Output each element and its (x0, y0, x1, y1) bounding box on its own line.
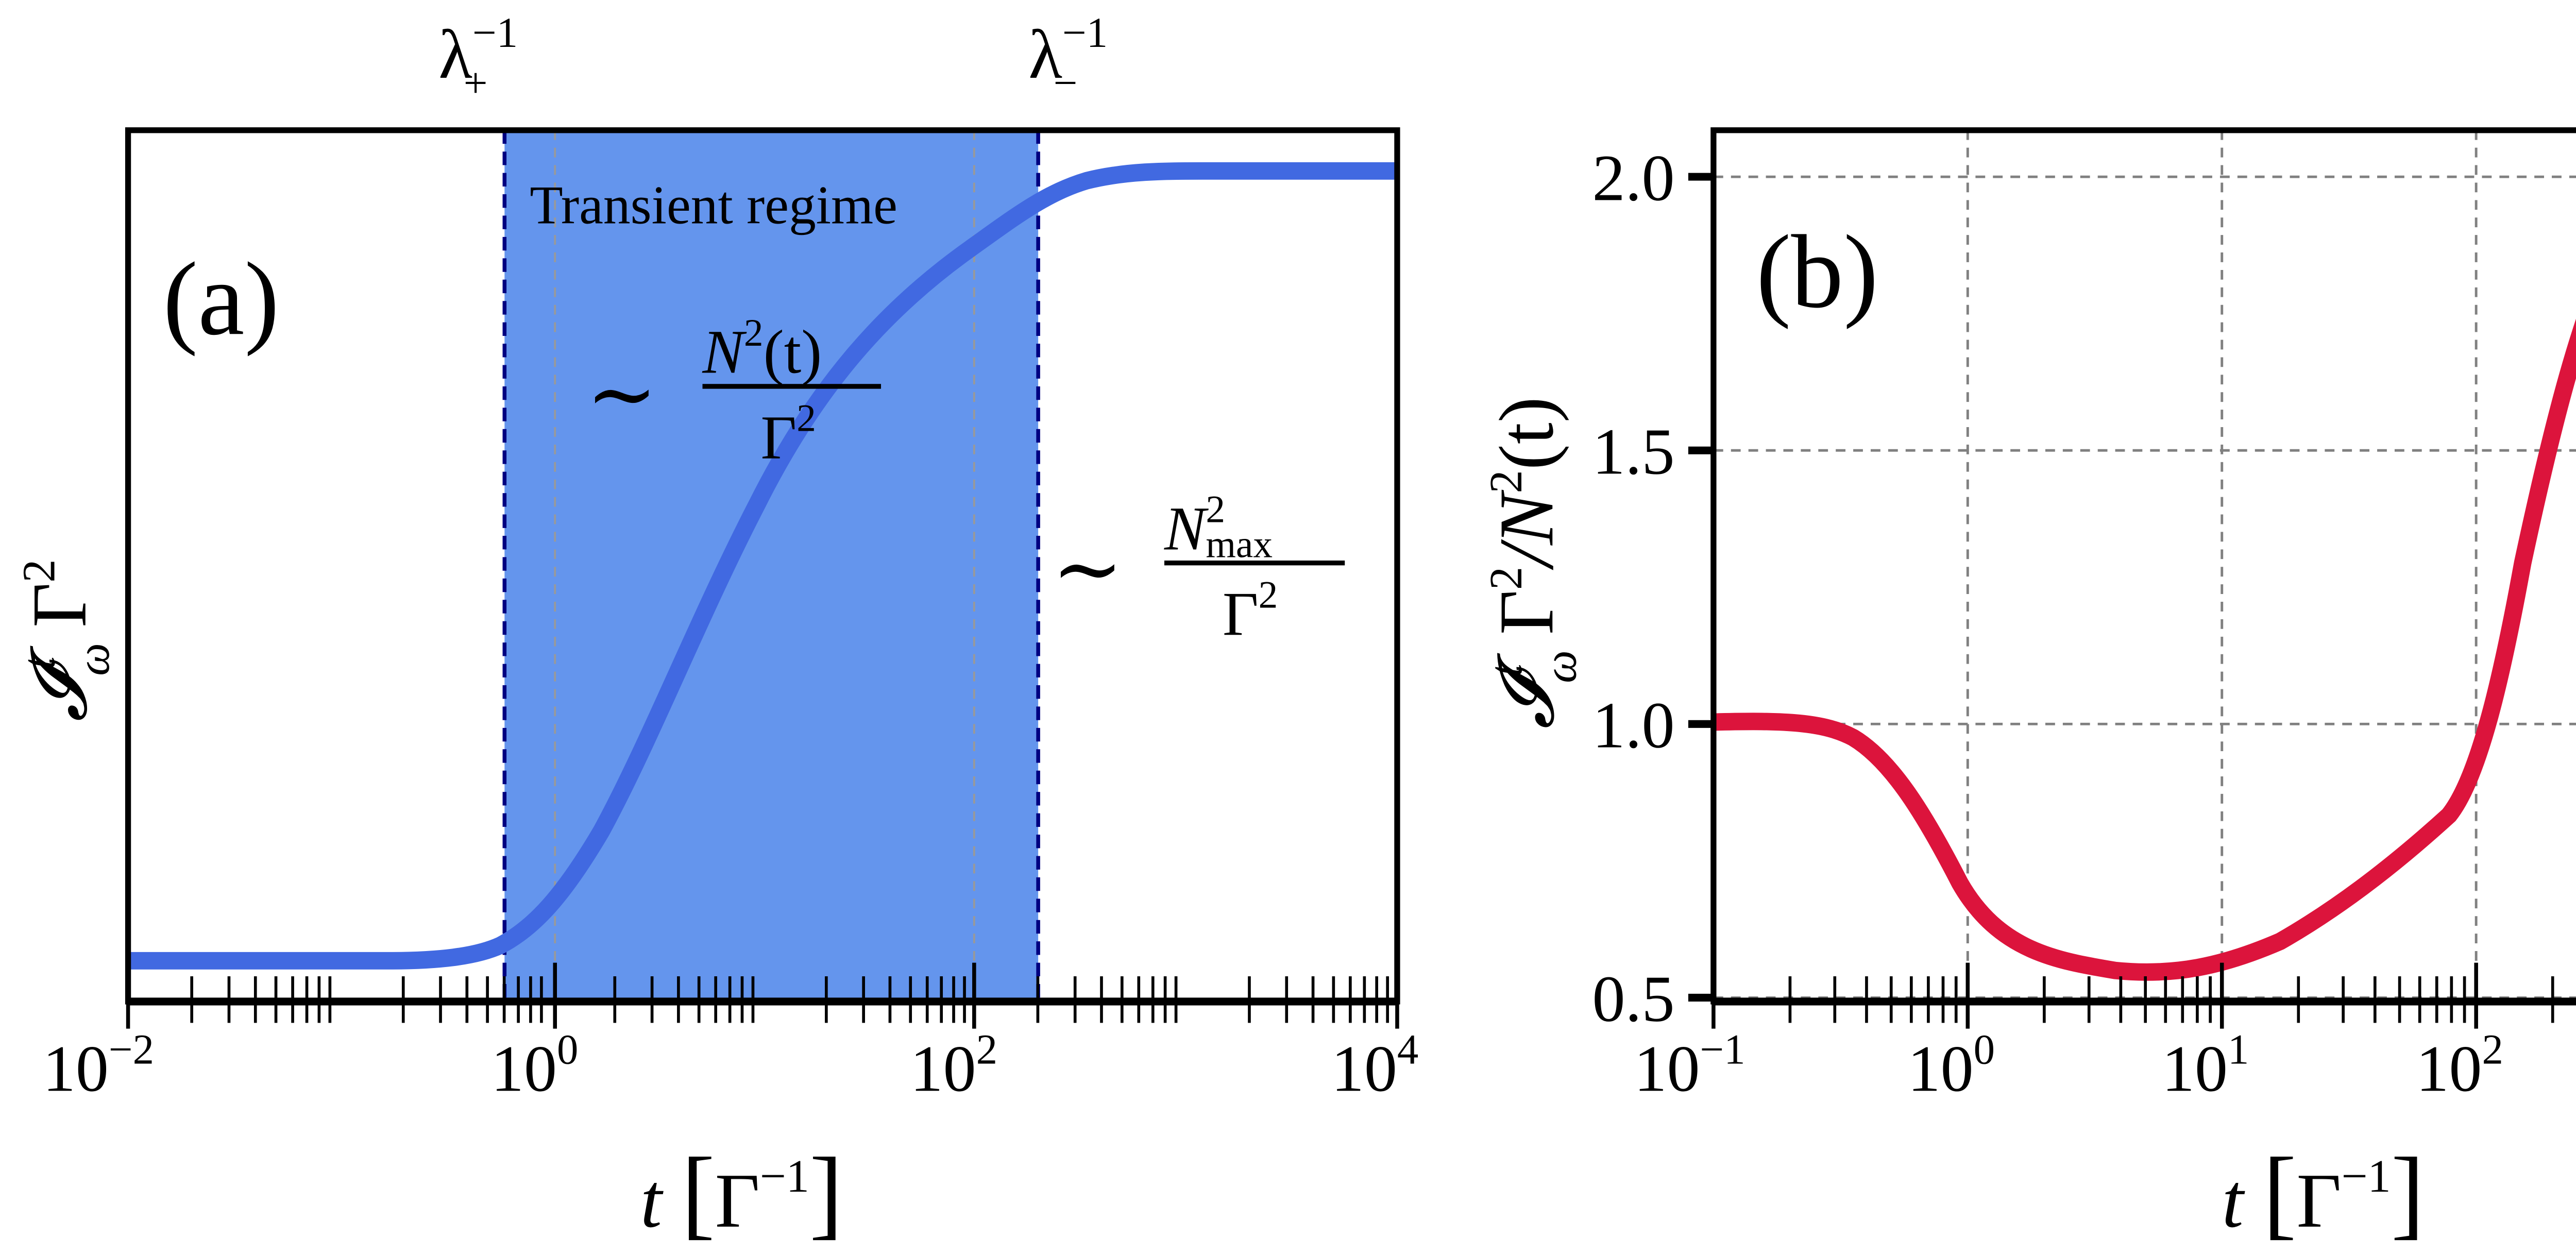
transient-regime-label: Transient regime (530, 175, 897, 235)
svg-text:0.5: 0.5 (1592, 962, 1674, 1036)
y-axis-label-b: 𝓘t ωΓ2/N2(t) (1480, 397, 1586, 729)
x-axis-label-b: t [Γ−1] (2222, 1137, 2425, 1249)
svg-text:10−1: 10−1 (1634, 1025, 1745, 1105)
x-tick-labels-b: 10−1 100 101 102 103 104 (1634, 1025, 2503, 1105)
svg-text:102: 102 (2416, 1025, 2503, 1105)
lambda-minus-label: λ−1− (1028, 9, 1108, 107)
svg-text:1.0: 1.0 (1592, 689, 1674, 762)
y-axis-label-a: 𝓘t ωΓ2 (12, 560, 118, 722)
svg-text:102: 102 (910, 1025, 997, 1105)
svg-text:Γ2: Γ2 (761, 397, 816, 472)
x-minor-ticks-b (1788, 976, 2554, 1023)
panel-tag-b: (b) (1756, 214, 1878, 330)
svg-text:100: 100 (491, 1025, 578, 1105)
x-minor-ticks-a (190, 976, 1389, 1023)
panel-tag-a: (a) (163, 241, 279, 357)
svg-text:Γ2: Γ2 (1223, 573, 1278, 649)
x-major-ticks-a (126, 962, 1399, 1029)
annotation-steady: ∼ N2 max Γ2 (1052, 488, 1345, 649)
y-tick-labels-b: 2.0 1.5 1.0 0.5 (1592, 141, 1674, 1035)
svg-text:104: 104 (1331, 1025, 1418, 1105)
svg-text:1.5: 1.5 (1592, 415, 1674, 488)
svg-text:101: 101 (2162, 1025, 2249, 1105)
svg-text:∼: ∼ (586, 347, 658, 442)
x-major-ticks-b (1711, 962, 2478, 1029)
curve-b (1713, 318, 2576, 981)
x-tick-labels-a: 10−2 100 102 104 (43, 1025, 1418, 1105)
svg-text:2.0: 2.0 (1592, 141, 1674, 214)
lambda-plus-label: λ−1 + (438, 9, 518, 107)
x-axis-label-a: t [Γ−1] (640, 1137, 843, 1249)
panel-a: 10−2 100 102 104 λ−1 + λ−1− (a) Transient… (12, 9, 1418, 1249)
svg-text:10−2: 10−2 (43, 1025, 154, 1105)
svg-text:N2(t): N2(t) (702, 312, 822, 387)
annotation-transient: ∼ N2(t) Γ2 (586, 312, 882, 472)
curve-a (128, 162, 1397, 970)
panel-b: 2.0 1.5 1.0 0.5 10−1 100 101 102 103 104… (1480, 127, 2576, 1249)
svg-text:100: 100 (1908, 1025, 1995, 1105)
svg-text:∼: ∼ (1052, 522, 1123, 617)
y-ticks-b (1688, 173, 1714, 1002)
